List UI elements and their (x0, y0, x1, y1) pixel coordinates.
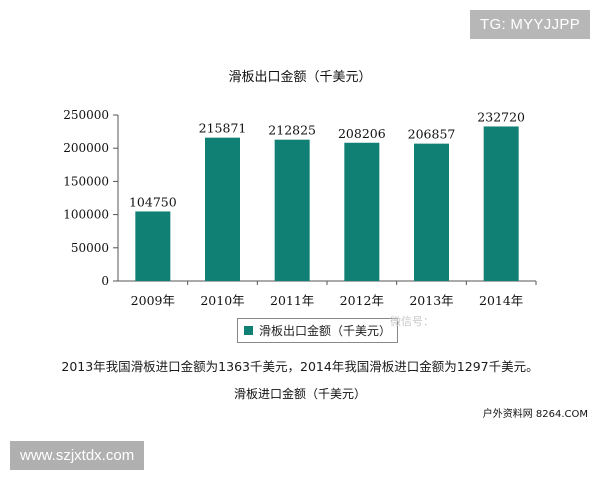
caption-text: 2013年我国滑板进口金额为1363千美元，2014年我国滑板进口金额为1297… (61, 359, 539, 374)
data-label: 208206 (338, 126, 386, 141)
bar (274, 139, 310, 281)
data-label: 215871 (199, 121, 247, 136)
legend-label: 滑板出口金额（千美元） (259, 324, 392, 338)
data-label: 232720 (477, 109, 525, 124)
data-label: 212825 (268, 123, 316, 138)
bar (414, 143, 449, 281)
chart-legend: 滑板出口金额（千美元） (237, 318, 399, 343)
bar (135, 211, 171, 281)
chart-title: 滑板出口金额（千美元） (228, 70, 372, 85)
data-label: 206857 (408, 127, 456, 142)
legend-swatch (244, 326, 253, 335)
bar (205, 137, 240, 281)
footer-tag: www.szjxtdx.com (10, 441, 145, 470)
x-tick-label: 2009年 (131, 293, 175, 308)
corner-tag: TG: MYYJJPP (470, 10, 590, 39)
y-tick-label: 200000 (63, 141, 109, 155)
x-tick-label: 2014年 (479, 293, 523, 308)
x-tick-label: 2011年 (270, 293, 314, 308)
y-tick-label: 150000 (63, 174, 109, 188)
x-tick-label: 2012年 (340, 293, 384, 308)
subtitle-text: 滑板进口金额（千美元） (233, 387, 366, 401)
x-tick-label: 2013年 (409, 293, 453, 308)
source-credit: 户外资料网 8264.COM (482, 409, 588, 420)
x-tick-label: 2010年 (200, 293, 244, 308)
bar (344, 142, 380, 281)
bar (483, 126, 519, 281)
y-tick-label: 50000 (71, 241, 109, 255)
y-tick-label: 0 (101, 274, 109, 288)
y-tick-label: 250000 (63, 108, 109, 122)
data-label: 104750 (129, 194, 177, 209)
watermark-text: 微信号： (390, 315, 434, 328)
y-tick-label: 100000 (63, 208, 109, 222)
